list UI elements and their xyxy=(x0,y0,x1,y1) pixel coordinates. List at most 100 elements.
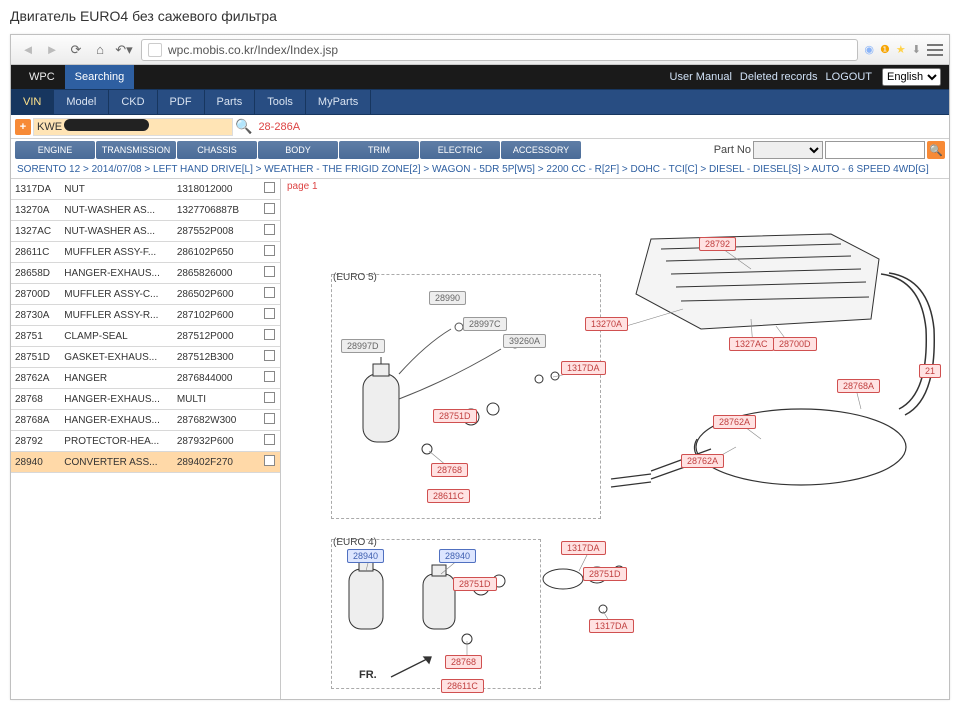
info-icon[interactable]: ❶ xyxy=(880,43,890,56)
table-row[interactable]: 28792PROTECTOR-HEA...287932P600 xyxy=(11,431,280,452)
table-row[interactable]: 28658DHANGER-EXHAUS...2865826000 xyxy=(11,263,280,284)
main-tab-myparts[interactable]: MyParts xyxy=(306,89,371,115)
table-row[interactable]: 28751CLAMP-SEAL287512P000 xyxy=(11,326,280,347)
callout-label[interactable]: 28751D xyxy=(453,577,497,591)
callout-label[interactable]: 28768 xyxy=(431,463,468,477)
app-topbar: WPC Searching User Manual Deleted record… xyxy=(11,65,949,89)
callout-label[interactable]: 28762A xyxy=(681,454,724,468)
part-checkbox[interactable] xyxy=(264,392,275,403)
category-transmission[interactable]: TRANSMISSION xyxy=(96,141,176,159)
globe-icon[interactable]: ◉ xyxy=(864,43,874,56)
category-accessory[interactable]: ACCESSORY xyxy=(501,141,581,159)
part-number: 287932P600 xyxy=(173,431,259,452)
callout-label[interactable]: 28940 xyxy=(439,549,476,563)
add-icon[interactable]: + xyxy=(15,119,31,135)
table-row[interactable]: 1327ACNUT-WASHER AS...287552P008 xyxy=(11,221,280,242)
callout-label[interactable]: 28762A xyxy=(713,415,756,429)
callout-label[interactable]: 1317DA xyxy=(561,361,606,375)
address-bar[interactable]: wpc.mobis.co.kr/Index/Index.jsp xyxy=(141,39,858,61)
reload-icon[interactable]: ⟳ xyxy=(65,39,87,61)
part-checkbox[interactable] xyxy=(264,182,275,193)
table-row[interactable]: 1317DANUT1318012000 xyxy=(11,179,280,200)
table-row[interactable]: 28768HANGER-EXHAUS...MULTI xyxy=(11,389,280,410)
category-engine[interactable]: ENGINE xyxy=(15,141,95,159)
callout-label[interactable]: 1317DA xyxy=(589,619,634,633)
callout-label[interactable]: 1327AC xyxy=(729,337,774,351)
part-checkbox[interactable] xyxy=(264,455,275,466)
partno-search-icon[interactable]: 🔍 xyxy=(927,141,945,159)
part-checkbox[interactable] xyxy=(264,329,275,340)
wpc-tab[interactable]: WPC xyxy=(19,65,65,89)
main-tab-bar: VINModelCKDPDFPartsToolsMyParts xyxy=(11,89,949,115)
part-checkbox[interactable] xyxy=(264,350,275,361)
part-checkbox[interactable] xyxy=(264,224,275,235)
part-name: HANGER-EXHAUS... xyxy=(60,389,173,410)
callout-label[interactable]: 28940 xyxy=(347,549,384,563)
main-tab-ckd[interactable]: CKD xyxy=(109,89,157,115)
category-electric[interactable]: ELECTRIC xyxy=(420,141,500,159)
callout-label[interactable]: 28611C xyxy=(441,679,484,693)
part-checkbox[interactable] xyxy=(264,203,275,214)
category-trim[interactable]: TRIM xyxy=(339,141,419,159)
callout-label[interactable]: 28997C xyxy=(463,317,507,331)
part-checkbox[interactable] xyxy=(264,413,275,424)
main-tab-model[interactable]: Model xyxy=(54,89,109,115)
download-icon[interactable]: ⬇ xyxy=(912,43,921,56)
callout-label[interactable]: 28990 xyxy=(429,291,466,305)
table-row[interactable]: 28940CONVERTER ASS...289402F270 xyxy=(11,452,280,473)
main-tab-pdf[interactable]: PDF xyxy=(158,89,205,115)
category-body[interactable]: BODY xyxy=(258,141,338,159)
home-icon[interactable]: ⌂ xyxy=(89,39,111,61)
table-row[interactable]: 13270ANUT-WASHER AS...1327706887B xyxy=(11,200,280,221)
part-name: MUFFLER ASSY-C... xyxy=(60,284,173,305)
history-icon[interactable]: ↶▾ xyxy=(113,39,135,61)
part-checkbox[interactable] xyxy=(264,266,275,277)
vin-input[interactable]: KWE xyxy=(33,118,233,136)
part-pos: 28730A xyxy=(11,305,60,326)
table-row[interactable]: 28700DMUFFLER ASSY-C...286502P600 xyxy=(11,284,280,305)
breadcrumb: SORENTO 12 > 2014/07/08 > LEFT HAND DRIV… xyxy=(11,161,949,179)
part-pos: 28751 xyxy=(11,326,60,347)
callout-label[interactable]: 28751D xyxy=(583,567,627,581)
table-row[interactable]: 28730AMUFFLER ASSY-R...287102P600 xyxy=(11,305,280,326)
callout-label[interactable]: 28768 xyxy=(445,655,482,669)
callout-label[interactable]: 13270A xyxy=(585,317,628,331)
callout-label[interactable]: 28700D xyxy=(773,337,817,351)
main-tab-parts[interactable]: Parts xyxy=(205,89,256,115)
partno-select[interactable] xyxy=(753,141,823,159)
table-row[interactable]: 28762AHANGER2876844000 xyxy=(11,368,280,389)
deleted-records-link[interactable]: Deleted records xyxy=(740,71,818,83)
part-number: 286502P600 xyxy=(173,284,259,305)
callout-label[interactable]: 28768A xyxy=(837,379,880,393)
part-name: PROTECTOR-HEA... xyxy=(60,431,173,452)
language-select[interactable]: English xyxy=(882,68,941,86)
menu-icon[interactable] xyxy=(927,44,943,56)
callout-label[interactable]: 28611C xyxy=(427,489,470,503)
callout-label[interactable]: 28997D xyxy=(341,339,385,353)
callout-label[interactable]: 21 xyxy=(919,364,941,378)
main-tab-vin[interactable]: VIN xyxy=(11,89,54,115)
diagram-panel[interactable]: page 1 xyxy=(281,179,949,699)
table-row[interactable]: 28611CMUFFLER ASSY-F...286102P650 xyxy=(11,242,280,263)
category-chassis[interactable]: CHASSIS xyxy=(177,141,257,159)
callout-label[interactable]: 1317DA xyxy=(561,541,606,555)
table-row[interactable]: 28768AHANGER-EXHAUS...287682W300 xyxy=(11,410,280,431)
logout-link[interactable]: LOGOUT xyxy=(826,71,872,83)
part-checkbox[interactable] xyxy=(264,434,275,445)
category-bar: ENGINETRANSMISSIONCHASSISBODYTRIMELECTRI… xyxy=(11,139,949,161)
part-checkbox[interactable] xyxy=(264,245,275,256)
search-icon[interactable]: 🔍 xyxy=(235,118,252,135)
user-manual-link[interactable]: User Manual xyxy=(670,71,732,83)
part-checkbox[interactable] xyxy=(264,287,275,298)
table-row[interactable]: 28751DGASKET-EXHAUS...287512B300 xyxy=(11,347,280,368)
partno-input[interactable] xyxy=(825,141,925,159)
part-number: 2876844000 xyxy=(173,368,259,389)
searching-tab[interactable]: Searching xyxy=(65,65,135,89)
part-checkbox[interactable] xyxy=(264,308,275,319)
bookmark-icon[interactable]: ★ xyxy=(896,43,906,56)
main-tab-tools[interactable]: Tools xyxy=(255,89,306,115)
callout-label[interactable]: 28751D xyxy=(433,409,477,423)
callout-label[interactable]: 28792 xyxy=(699,237,736,251)
callout-label[interactable]: 39260A xyxy=(503,334,546,348)
part-checkbox[interactable] xyxy=(264,371,275,382)
